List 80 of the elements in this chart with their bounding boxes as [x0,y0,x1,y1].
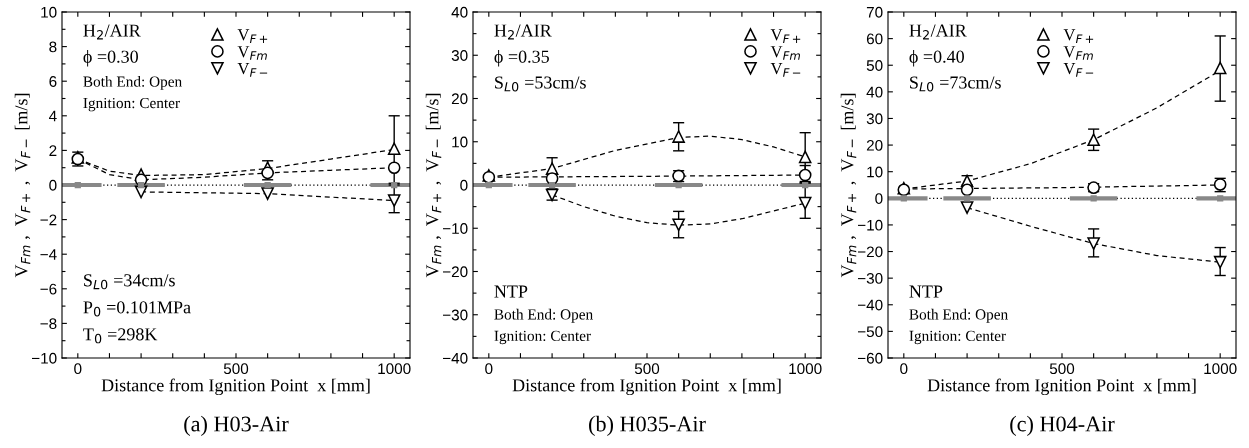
legend-label: V$_{Fm}$ [1063,46,1093,60]
x-tick-label: 0 [485,363,493,375]
y-tick-label: 10 [41,6,57,18]
x-axis-title: Distance from Ignition Point x [mm] [101,378,370,396]
y-tick-label: −30 [857,273,883,284]
legend-label: V$_{F+}$ [1063,29,1094,43]
y-tick-label: 0 [49,179,57,191]
annotation: S$_{L0}$ =53cm/s [495,76,586,92]
annotation: Ignition: Center [909,330,1006,345]
legend-label: V$_{Fm}$ [770,46,800,60]
x-axis-title: Distance from Ignition Point x [mm] [927,378,1196,396]
y-tick-label: −40 [857,299,883,311]
annotation: Ignition: Center [494,330,591,345]
y-axis-title: V$_{Fm}$ , V$_{F+}$ , V$_{F−}$ [m/s] [14,93,31,278]
x-tick-label: 1000 [789,363,822,375]
y-tick-label: 20 [451,93,468,105]
annotation: T$_{0}$ =298K [83,328,158,344]
legend-label: V$_{Fm}$ [237,46,267,60]
annotation: ϕ =0.40 [909,50,964,67]
annotation: NTP [494,285,528,298]
y-tick-label: −4 [40,249,57,260]
annotation: ϕ =0.35 [494,50,549,67]
y-tick-label: −8 [40,318,57,330]
legend-label: V$_{F−}$ [237,63,268,77]
annotation: S$_{L0}$ =34cm/s [84,274,175,290]
y-tick-label: 4 [48,110,57,122]
text: (a) H03-Air [184,415,289,436]
y-tick-label: −2 [40,214,57,226]
annotation: S$_{L0}$ =73cm/s [910,76,1001,92]
annotation: H$_{2}$/AIR [909,24,967,40]
y-tick-label: 10 [867,166,883,178]
y-tick-label: −30 [442,309,468,321]
annotation: NTP [909,285,943,298]
y-tick-label: 2 [49,145,57,156]
legend-label: V$_{F+}$ [237,29,268,43]
y-tick-label: 20 [866,139,883,151]
y-tick-label: 0 [460,179,468,191]
y-tick-label: −50 [857,326,883,338]
legend-label: V$_{F−}$ [1063,63,1094,77]
x-tick-label: 500 [1049,363,1075,375]
x-tick-label: 500 [634,363,660,375]
y-tick-label: 70 [866,6,883,18]
y-tick-label: −20 [442,266,468,278]
x-tick-label: 0 [900,363,908,375]
legend-label: V$_{F+}$ [770,29,801,43]
y-tick-label: 8 [49,41,57,53]
annotation: H$_{2}$/AIR [83,24,141,40]
annotation: Both End: Open [494,308,593,323]
y-tick-label: −20 [857,246,883,258]
annotation: P$_{0}$ =0.101MPa [83,301,191,317]
y-tick-label: 6 [49,76,57,87]
y-tick-label: −10 [31,352,57,364]
x-tick-label: 0 [74,363,82,375]
annotation: ϕ =0.30 [83,50,138,67]
y-tick-label: −6 [40,283,57,295]
y-tick-label: −10 [857,219,883,231]
text: (c) H04-Air [1010,415,1115,436]
annotation: Both End: Open [909,308,1008,323]
text: (b) H035-Air [589,415,706,436]
y-axis-title: V$_{Fm}$ , V$_{F+}$ , V$_{F−}$ [m/s] [425,93,442,278]
y-tick-label: 30 [451,50,468,61]
y-tick-label: −10 [442,223,468,234]
y-tick-label: 40 [451,6,468,18]
y-tick-label: 30 [866,113,883,125]
annotation: Both End: Open [83,76,182,90]
x-tick-label: 1000 [378,363,411,375]
x-tick-label: 500 [223,363,249,375]
y-tick-label: 0 [875,193,883,204]
y-tick-label: 10 [452,136,468,148]
y-axis-title: V$_{Fm}$ , V$_{F+}$ , V$_{F−}$ [m/s] [840,93,857,278]
annotation: Ignition: Center [83,97,180,112]
legend-label: V$_{F−}$ [770,63,801,77]
annotation: H$_{2}$/AIR [494,24,552,40]
x-tick-label: 1000 [1204,363,1237,375]
y-tick-label: −60 [857,352,883,364]
y-tick-label: 60 [866,33,883,45]
y-tick-label: −40 [442,352,468,364]
x-axis-title: Distance from Ignition Point x [mm] [512,378,781,396]
y-tick-label: 40 [866,86,883,98]
y-tick-label: 50 [866,60,883,71]
